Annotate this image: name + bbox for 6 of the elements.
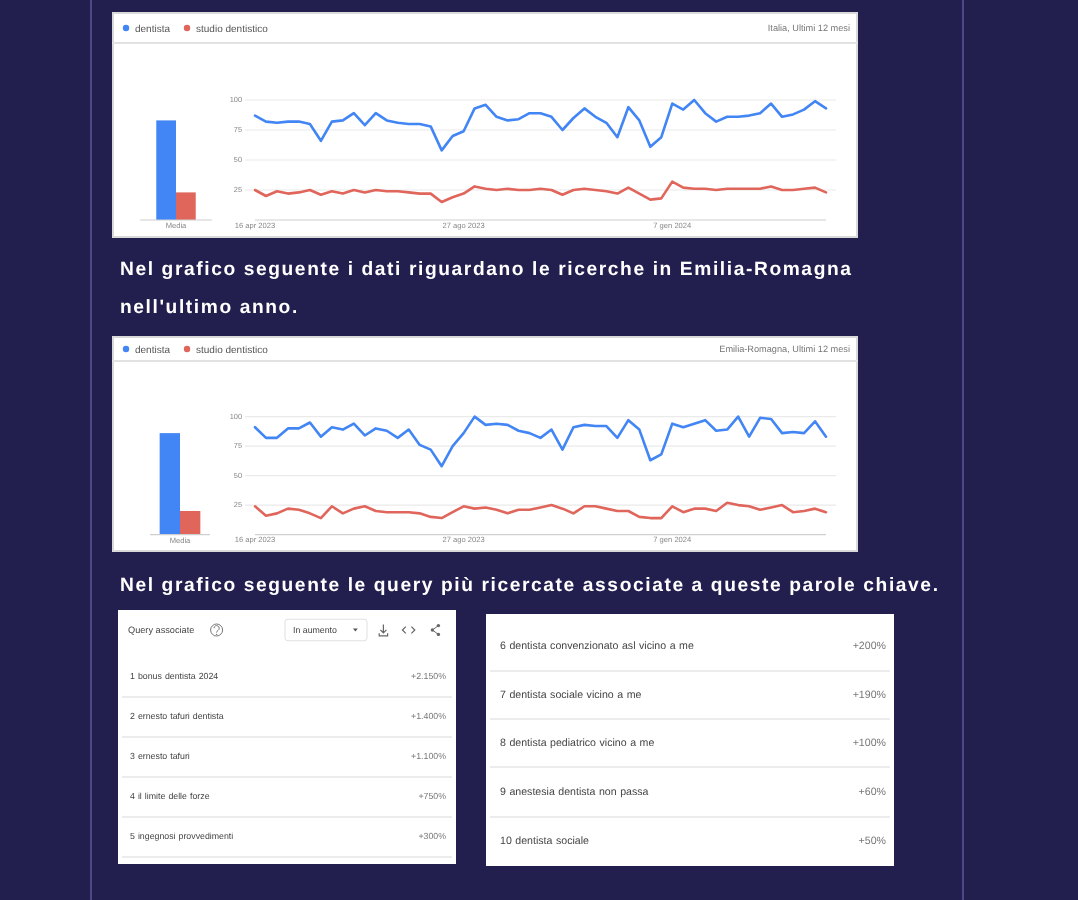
line-series [253, 415, 828, 468]
line-series [253, 180, 828, 204]
line-series [253, 98, 828, 152]
text: Nel grafico seguente le query più ricercate associate a queste parole chiave. [120, 575, 940, 597]
line-series [253, 501, 828, 520]
chart-title: Nel grafico seguente i dati riguardano le ricerche in Emilia-Romagna nell'ultimo anno. [120, 259, 853, 319]
